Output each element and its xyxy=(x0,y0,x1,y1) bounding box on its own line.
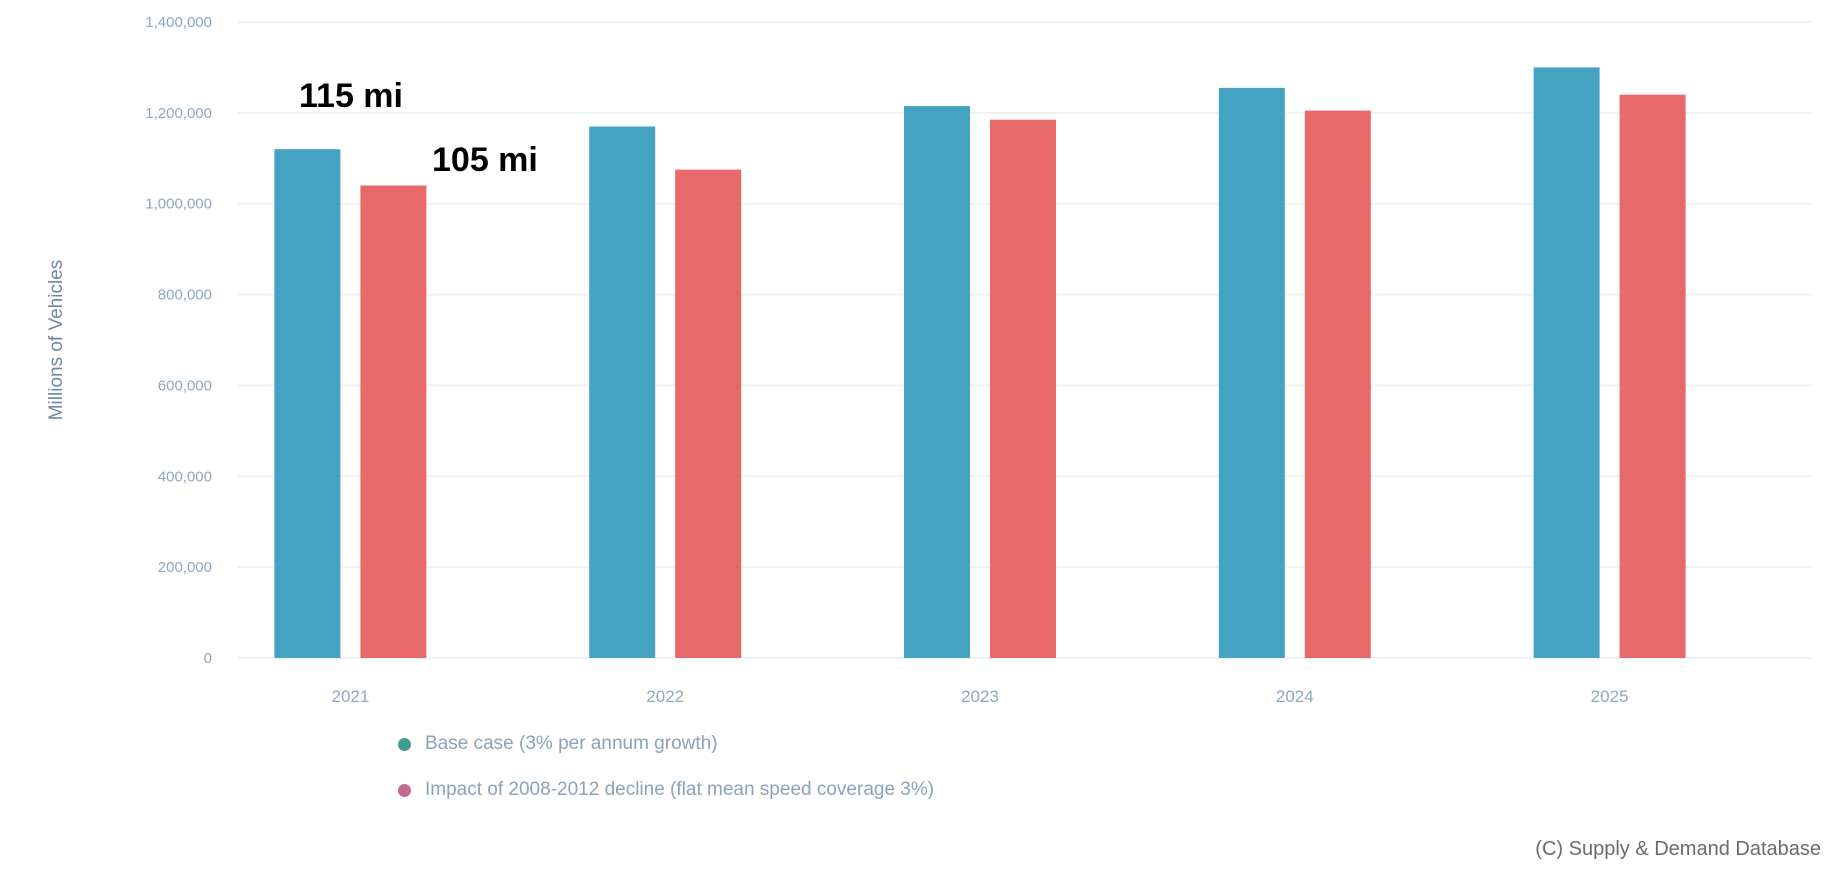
x-tick-label: 2021 xyxy=(331,687,369,706)
bar-2021-series-1[interactable] xyxy=(274,149,341,658)
y-tick-label: 400,000 xyxy=(158,468,212,485)
legend-label-2: Impact of 2008-2012 decline (flat mean s… xyxy=(425,779,935,800)
data-label-2021-base: 115 mi xyxy=(299,77,403,115)
source-credit: (C) Supply & Demand Database xyxy=(1535,838,1821,860)
legend-item-series-1[interactable]: Base case (3% per annum growth) xyxy=(398,732,934,756)
bar-2025-series-1[interactable] xyxy=(1533,67,1600,658)
y-axis-ticks: 0 200,000 400,000 600,000 800,000 1,000,000 1,… xyxy=(145,14,212,667)
legend-marker-1 xyxy=(398,737,411,751)
y-tick-label: 1,000,000 xyxy=(145,196,212,213)
y-axis-title: Millions of Vehicles xyxy=(46,260,67,421)
y-tick-label: 1,200,000 xyxy=(145,105,212,122)
y-tick-label: 200,000 xyxy=(158,559,212,576)
legend-marker-2 xyxy=(398,783,411,797)
legend: Base case (3% per annum growth) Impact o… xyxy=(398,732,934,824)
bar-2025-series-2[interactable] xyxy=(1619,94,1686,658)
y-tick-label: 600,000 xyxy=(158,377,212,394)
y-tick-label: 0 xyxy=(204,650,212,667)
bar-2021-series-2[interactable] xyxy=(360,185,427,659)
bar-2022-series-1[interactable] xyxy=(589,126,656,658)
bars xyxy=(274,67,1686,659)
bar-2024-series-1[interactable] xyxy=(1218,87,1285,658)
bar-2023-series-2[interactable] xyxy=(990,119,1056,658)
data-label-2021-impact: 105 mi xyxy=(432,141,538,179)
x-axis-ticks: 2021 2022 2023 2024 2025 xyxy=(331,687,1628,706)
bar-2022-series-2[interactable] xyxy=(675,169,742,658)
x-tick-label: 2025 xyxy=(1591,687,1629,706)
legend-item-series-2[interactable]: Impact of 2008-2012 decline (flat mean s… xyxy=(398,778,934,802)
x-tick-label: 2024 xyxy=(1276,687,1314,706)
y-tick-label: 1,400,000 xyxy=(145,14,212,31)
y-tick-label: 800,000 xyxy=(158,287,212,304)
bar-2023-series-1[interactable] xyxy=(904,106,970,659)
bar-2024-series-2[interactable] xyxy=(1304,110,1371,659)
x-tick-label: 2023 xyxy=(961,687,999,706)
x-tick-label: 2022 xyxy=(646,687,684,706)
legend-label-1: Base case (3% per annum growth) xyxy=(425,733,718,754)
